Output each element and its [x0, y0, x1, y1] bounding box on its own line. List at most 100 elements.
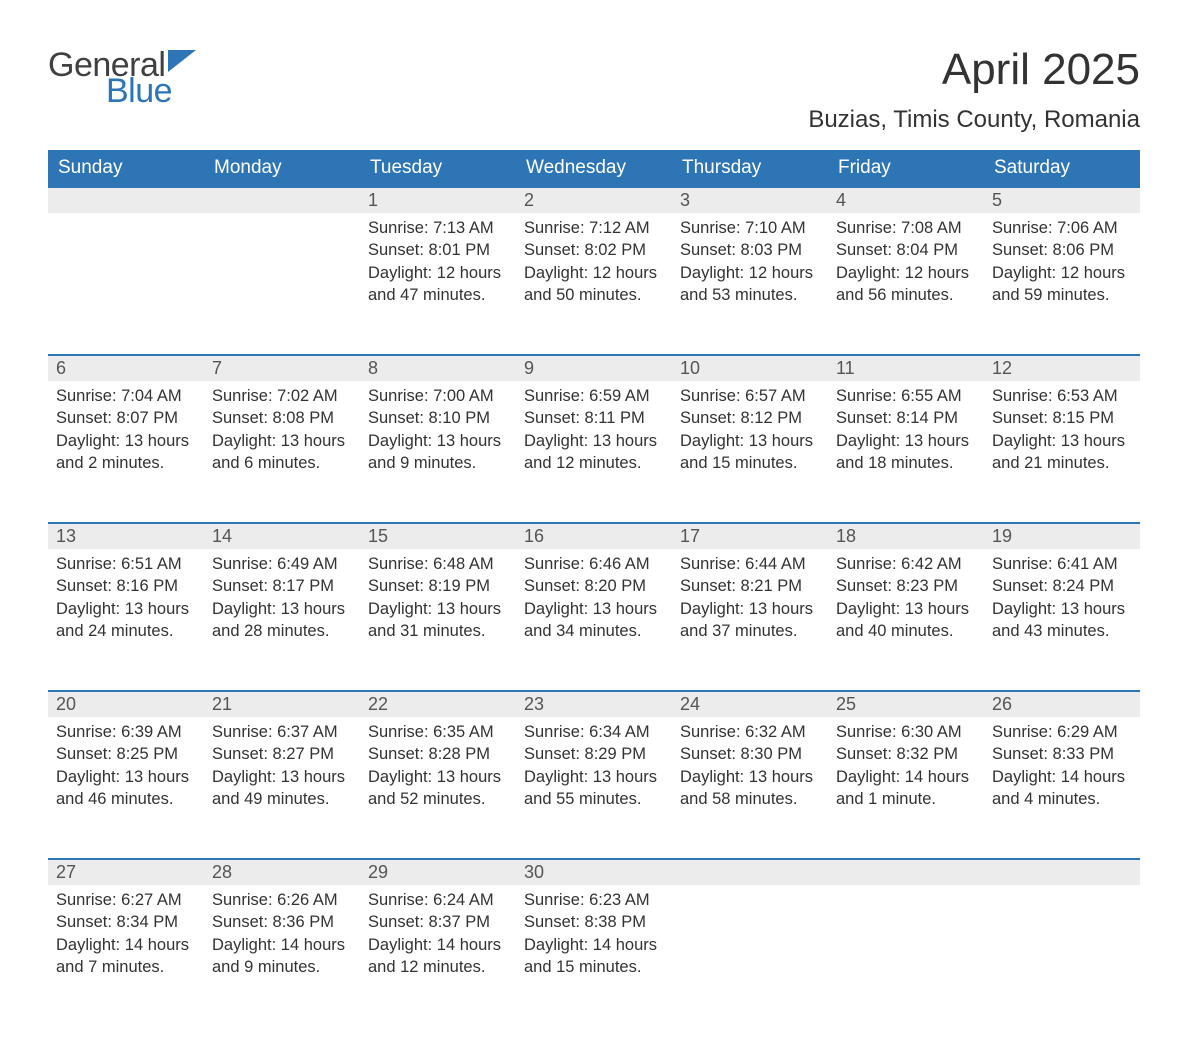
day-number: 13 — [48, 524, 204, 549]
day-number: 19 — [984, 524, 1140, 549]
day-body: Sunrise: 6:34 AMSunset: 8:29 PMDaylight:… — [516, 717, 672, 818]
calendar-day-cell: 26Sunrise: 6:29 AMSunset: 8:33 PMDayligh… — [984, 690, 1140, 840]
day-info-line: Sunset: 8:20 PM — [524, 575, 664, 597]
day-number: 7 — [204, 356, 360, 381]
week-spacer — [48, 840, 1140, 858]
day-number: 20 — [48, 692, 204, 717]
day-info-line: Sunrise: 6:34 AM — [524, 721, 664, 743]
calendar-day-cell: 17Sunrise: 6:44 AMSunset: 8:21 PMDayligh… — [672, 522, 828, 672]
day-number-row: 22 — [360, 690, 516, 717]
day-body: Sunrise: 6:44 AMSunset: 8:21 PMDaylight:… — [672, 549, 828, 650]
day-info-line: Sunset: 8:27 PM — [212, 743, 352, 765]
day-number-row — [672, 858, 828, 885]
day-body — [672, 885, 828, 897]
day-info-line: Sunrise: 6:27 AM — [56, 889, 196, 911]
day-header: Tuesday — [360, 150, 516, 186]
day-info-line: Sunset: 8:34 PM — [56, 911, 196, 933]
day-info-line: Sunrise: 6:59 AM — [524, 385, 664, 407]
day-info-line: Daylight: 13 hours and 52 minutes. — [368, 766, 508, 811]
location-text: Buzias, Timis County, Romania — [808, 106, 1140, 134]
day-info-line: Daylight: 13 hours and 21 minutes. — [992, 430, 1132, 475]
spacer-cell — [48, 504, 1140, 522]
day-info-line: Daylight: 13 hours and 15 minutes. — [680, 430, 820, 475]
day-number: 22 — [360, 692, 516, 717]
calendar-day-cell: 4Sunrise: 7:08 AMSunset: 8:04 PMDaylight… — [828, 186, 984, 336]
day-body: Sunrise: 7:12 AMSunset: 8:02 PMDaylight:… — [516, 213, 672, 314]
day-number-row: 17 — [672, 522, 828, 549]
day-info-line: Daylight: 13 hours and 6 minutes. — [212, 430, 352, 475]
day-number-row: 26 — [984, 690, 1140, 717]
day-number-row: 12 — [984, 354, 1140, 381]
month-title: April 2025 — [808, 48, 1140, 92]
day-body: Sunrise: 7:10 AMSunset: 8:03 PMDaylight:… — [672, 213, 828, 314]
day-info-line: Sunset: 8:29 PM — [524, 743, 664, 765]
day-number-row: 29 — [360, 858, 516, 885]
day-header: Wednesday — [516, 150, 672, 186]
day-body: Sunrise: 6:41 AMSunset: 8:24 PMDaylight:… — [984, 549, 1140, 650]
day-body: Sunrise: 6:48 AMSunset: 8:19 PMDaylight:… — [360, 549, 516, 650]
day-info-line: Sunset: 8:07 PM — [56, 407, 196, 429]
calendar-body: 1Sunrise: 7:13 AMSunset: 8:01 PMDaylight… — [48, 186, 1140, 1008]
day-info-line: Daylight: 14 hours and 1 minute. — [836, 766, 976, 811]
calendar-day-cell: 28Sunrise: 6:26 AMSunset: 8:36 PMDayligh… — [204, 858, 360, 1008]
day-header: Monday — [204, 150, 360, 186]
calendar-week: 1Sunrise: 7:13 AMSunset: 8:01 PMDaylight… — [48, 186, 1140, 336]
day-info-line: Sunset: 8:11 PM — [524, 407, 664, 429]
day-number: 16 — [516, 524, 672, 549]
day-info-line: Daylight: 12 hours and 59 minutes. — [992, 262, 1132, 307]
calendar-day-cell: 25Sunrise: 6:30 AMSunset: 8:32 PMDayligh… — [828, 690, 984, 840]
day-body: Sunrise: 7:13 AMSunset: 8:01 PMDaylight:… — [360, 213, 516, 314]
day-number-row: 28 — [204, 858, 360, 885]
day-info-line: Daylight: 13 hours and 9 minutes. — [368, 430, 508, 475]
day-number-row: 6 — [48, 354, 204, 381]
day-number: 15 — [360, 524, 516, 549]
day-body: Sunrise: 6:24 AMSunset: 8:37 PMDaylight:… — [360, 885, 516, 986]
week-spacer — [48, 672, 1140, 690]
day-info-line: Sunrise: 6:48 AM — [368, 553, 508, 575]
day-number: 25 — [828, 692, 984, 717]
day-info-line: Daylight: 14 hours and 12 minutes. — [368, 934, 508, 979]
calendar-day-cell: 16Sunrise: 6:46 AMSunset: 8:20 PMDayligh… — [516, 522, 672, 672]
day-number-row: 5 — [984, 186, 1140, 213]
day-number: 2 — [516, 188, 672, 213]
day-number-row — [204, 186, 360, 213]
day-info-line: Sunrise: 6:26 AM — [212, 889, 352, 911]
day-number-row: 15 — [360, 522, 516, 549]
day-body — [984, 885, 1140, 897]
calendar-day-cell: 2Sunrise: 7:12 AMSunset: 8:02 PMDaylight… — [516, 186, 672, 336]
day-number: 5 — [984, 188, 1140, 213]
calendar-day-cell: 6Sunrise: 7:04 AMSunset: 8:07 PMDaylight… — [48, 354, 204, 504]
day-body: Sunrise: 6:32 AMSunset: 8:30 PMDaylight:… — [672, 717, 828, 818]
day-info-line: Sunset: 8:21 PM — [680, 575, 820, 597]
calendar-head: SundayMondayTuesdayWednesdayThursdayFrid… — [48, 150, 1140, 186]
day-info-line: Sunrise: 7:06 AM — [992, 217, 1132, 239]
logo-word-blue: Blue — [106, 74, 200, 108]
day-body: Sunrise: 6:39 AMSunset: 8:25 PMDaylight:… — [48, 717, 204, 818]
week-spacer — [48, 336, 1140, 354]
day-info-line: Sunset: 8:10 PM — [368, 407, 508, 429]
week-spacer — [48, 504, 1140, 522]
day-number-row: 23 — [516, 690, 672, 717]
day-info-line: Daylight: 13 hours and 24 minutes. — [56, 598, 196, 643]
day-body: Sunrise: 6:53 AMSunset: 8:15 PMDaylight:… — [984, 381, 1140, 482]
day-info-line: Sunrise: 6:24 AM — [368, 889, 508, 911]
calendar-week: 13Sunrise: 6:51 AMSunset: 8:16 PMDayligh… — [48, 522, 1140, 672]
day-info-line: Sunset: 8:03 PM — [680, 239, 820, 261]
day-number: 4 — [828, 188, 984, 213]
day-info-line: Sunrise: 6:46 AM — [524, 553, 664, 575]
calendar-day-cell: 7Sunrise: 7:02 AMSunset: 8:08 PMDaylight… — [204, 354, 360, 504]
day-info-line: Sunrise: 6:39 AM — [56, 721, 196, 743]
calendar-week: 20Sunrise: 6:39 AMSunset: 8:25 PMDayligh… — [48, 690, 1140, 840]
day-body: Sunrise: 6:29 AMSunset: 8:33 PMDaylight:… — [984, 717, 1140, 818]
day-number: 26 — [984, 692, 1140, 717]
day-info-line: Daylight: 13 hours and 58 minutes. — [680, 766, 820, 811]
day-number-row: 20 — [48, 690, 204, 717]
day-number-row: 30 — [516, 858, 672, 885]
calendar-day-cell — [48, 186, 204, 336]
day-number-row: 9 — [516, 354, 672, 381]
calendar-day-cell — [984, 858, 1140, 1008]
day-body — [204, 213, 360, 225]
day-info-line: Daylight: 12 hours and 50 minutes. — [524, 262, 664, 307]
day-info-line: Daylight: 13 hours and 37 minutes. — [680, 598, 820, 643]
day-info-line: Sunrise: 6:23 AM — [524, 889, 664, 911]
